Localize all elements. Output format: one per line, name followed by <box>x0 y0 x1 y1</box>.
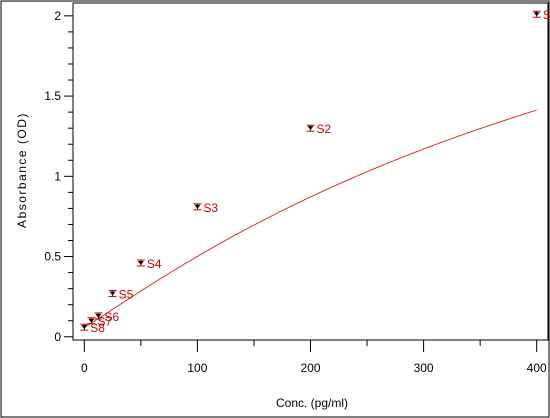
point-label: S8 <box>90 321 105 335</box>
point-label: S7 <box>97 315 112 329</box>
y-tick-label: 0.5 <box>44 250 61 264</box>
x-axis: 0 100 200 300 400 <box>81 340 547 375</box>
data-point-marker <box>109 291 116 296</box>
y-axis: 0 0.5 1 1.5 2 <box>44 9 73 344</box>
y-axis-label: Absorbance (OD) <box>15 112 29 228</box>
data-point-marker <box>88 318 95 323</box>
y-tick-label: 1 <box>54 169 61 183</box>
x-tick-label: 0 <box>81 361 88 375</box>
x-tick-label: 300 <box>414 361 434 375</box>
data-point-marker <box>95 313 102 318</box>
data-point-marker <box>194 204 201 209</box>
point-label: S6 <box>104 310 119 324</box>
fit-curve-line <box>84 109 537 328</box>
data-point-marker <box>533 12 540 17</box>
x-tick-label: 200 <box>300 361 320 375</box>
x-tick-label: 100 <box>187 361 207 375</box>
x-tick-label: 400 <box>527 361 547 375</box>
x-axis-label: Conc. (pg/ml) <box>276 396 348 410</box>
y-tick-label: 1.5 <box>44 89 61 103</box>
fit-curve-layer <box>84 109 537 328</box>
point-label: S2 <box>317 122 332 136</box>
point-label: S3 <box>203 201 218 215</box>
point-label: S5 <box>119 287 134 301</box>
data-point-marker <box>81 325 88 330</box>
point-label: S4 <box>147 257 162 271</box>
data-point-marker <box>137 260 144 265</box>
point-label: S1 <box>543 8 550 22</box>
y-tick-label: 2 <box>54 9 61 23</box>
data-point-marker <box>307 126 314 131</box>
y-tick-label: 0 <box>54 330 61 344</box>
